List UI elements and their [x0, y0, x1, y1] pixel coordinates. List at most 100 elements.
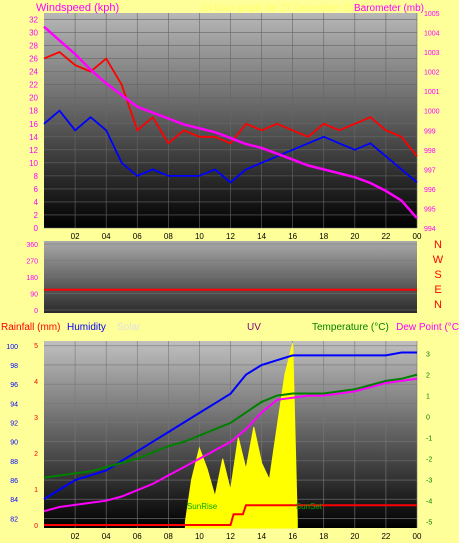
x-tick-label: 20 [350, 232, 359, 241]
x-tick-label: 18 [319, 232, 328, 241]
rain-tick-label: 3 [34, 415, 38, 422]
x-tick-label: 14 [257, 232, 266, 241]
x-tick-label: 06 [133, 532, 142, 541]
rainfall-label: Rainfall (mm) [1, 322, 60, 333]
x-tick-label: 02 [71, 532, 80, 541]
wind-tick-label: 10 [29, 159, 38, 168]
humidity-tick-label: 100 [6, 344, 18, 351]
wind-tick-label: 32 [29, 16, 38, 25]
x-tick-label: 02 [71, 232, 80, 241]
x-tick-label: 10 [195, 232, 204, 241]
wind-tick-label: 8 [34, 172, 39, 181]
dir-tick-label: 180 [26, 275, 38, 282]
sunset-annotation: SunSet [296, 502, 323, 511]
temperature-line [43, 373, 418, 479]
barometer-line [43, 25, 418, 220]
x-tick-label: 18 [319, 532, 328, 541]
x-tick-label: 08 [164, 532, 173, 541]
dir-tick-label: 90 [30, 292, 38, 299]
uv-label: UV [247, 322, 261, 333]
x-tick-label: 04 [102, 532, 111, 541]
wind-tick-label: 22 [29, 81, 38, 90]
wind-tick-label: 28 [29, 42, 38, 51]
humidity-tick-label: 88 [10, 459, 18, 466]
compass-letter: S [434, 269, 441, 281]
baro-tick-label: 1004 [424, 31, 440, 38]
humidity-tick-label: 96 [10, 382, 18, 389]
humidity-line [43, 351, 417, 501]
wind-tick-label: 24 [29, 68, 38, 77]
dir-tick-label: 360 [26, 242, 38, 249]
wind-tick-label: 26 [29, 55, 38, 64]
humidity-tick-label: 82 [10, 516, 18, 523]
baro-tick-label: 1003 [424, 50, 440, 57]
wind-tick-label: 14 [29, 133, 38, 142]
windspeed-label: Windspeed (kph) [36, 2, 119, 14]
temp-tick-label: -5 [426, 520, 432, 527]
dir-tick-label: 270 [26, 259, 38, 266]
wind-tick-label: 2 [34, 211, 39, 220]
rain-tick-label: 4 [34, 379, 38, 386]
chart-title: 24 hour graph for 27 December 2022 [201, 3, 366, 14]
compass-letter: N [434, 299, 442, 311]
humidity-tick-label: 92 [10, 421, 18, 428]
temp-tick-label: 3 [426, 352, 430, 359]
x-tick-label: 12 [226, 532, 235, 541]
baro-tick-label: 995 [424, 206, 436, 213]
humidity-tick-label: 98 [10, 363, 18, 370]
temp-tick-label: 1 [426, 394, 430, 401]
rain-tick-label: 1 [34, 487, 38, 494]
rain-tick-label: 0 [34, 523, 38, 530]
x-tick-label: 00 [413, 232, 422, 241]
x-tick-label: 04 [102, 232, 111, 241]
solar-label: Solar [117, 322, 141, 333]
x-tick-label: 22 [381, 532, 390, 541]
wind-tick-label: 0 [34, 224, 39, 233]
wind-tick-label: 30 [29, 29, 38, 38]
baro-tick-label: 1005 [424, 11, 440, 18]
solar-area [184, 342, 298, 529]
humidity-tick-label: 86 [10, 478, 18, 485]
baro-tick-label: 1000 [424, 109, 440, 116]
barometer-label: Barometer (mb) [354, 3, 424, 14]
baro-tick-label: 998 [424, 148, 436, 155]
humidity-tick-label: 94 [10, 401, 18, 408]
compass-letter: N [434, 239, 442, 251]
rain-tick-label: 5 [34, 343, 38, 350]
x-tick-label: 16 [288, 232, 297, 241]
wind-tick-label: 6 [34, 185, 39, 194]
wind-tick-label: 20 [29, 94, 38, 103]
baro-tick-label: 1002 [424, 70, 440, 77]
x-tick-label: 06 [133, 232, 142, 241]
humidity-label: Humidity [67, 322, 106, 333]
baro-tick-label: 997 [424, 167, 436, 174]
wind-tick-label: 4 [34, 198, 39, 207]
compass-letter: E [434, 284, 441, 296]
temp-tick-label: -2 [426, 457, 432, 464]
x-tick-label: 12 [226, 232, 235, 241]
temp-tick-label: -3 [426, 478, 432, 485]
humidity-tick-label: 90 [10, 440, 18, 447]
baro-tick-label: 994 [424, 226, 436, 233]
x-tick-label: 16 [288, 532, 297, 541]
x-tick-label: 14 [257, 532, 266, 541]
x-tick-label: 22 [381, 232, 390, 241]
temp-tick-label: -4 [426, 499, 432, 506]
baro-tick-label: 999 [424, 128, 436, 135]
rain-tick-label: 2 [34, 451, 38, 458]
wind-tick-label: 12 [29, 146, 38, 155]
sunrise-annotation: SunRise [187, 502, 218, 511]
dewpoint-line [43, 377, 418, 513]
temperature-label: Temperature (°C) [312, 322, 389, 333]
temp-tick-label: -1 [426, 436, 432, 443]
baro-tick-label: 996 [424, 187, 436, 194]
dir-tick-label: 0 [34, 308, 38, 315]
humidity-tick-label: 84 [10, 497, 18, 504]
compass-letter: W [433, 254, 444, 266]
dewpoint-label: Dew Point (°C [396, 322, 459, 333]
x-tick-label: 10 [195, 532, 204, 541]
wind-tick-label: 18 [29, 107, 38, 116]
x-tick-label: 00 [413, 532, 422, 541]
wind-avg-line [43, 109, 418, 184]
